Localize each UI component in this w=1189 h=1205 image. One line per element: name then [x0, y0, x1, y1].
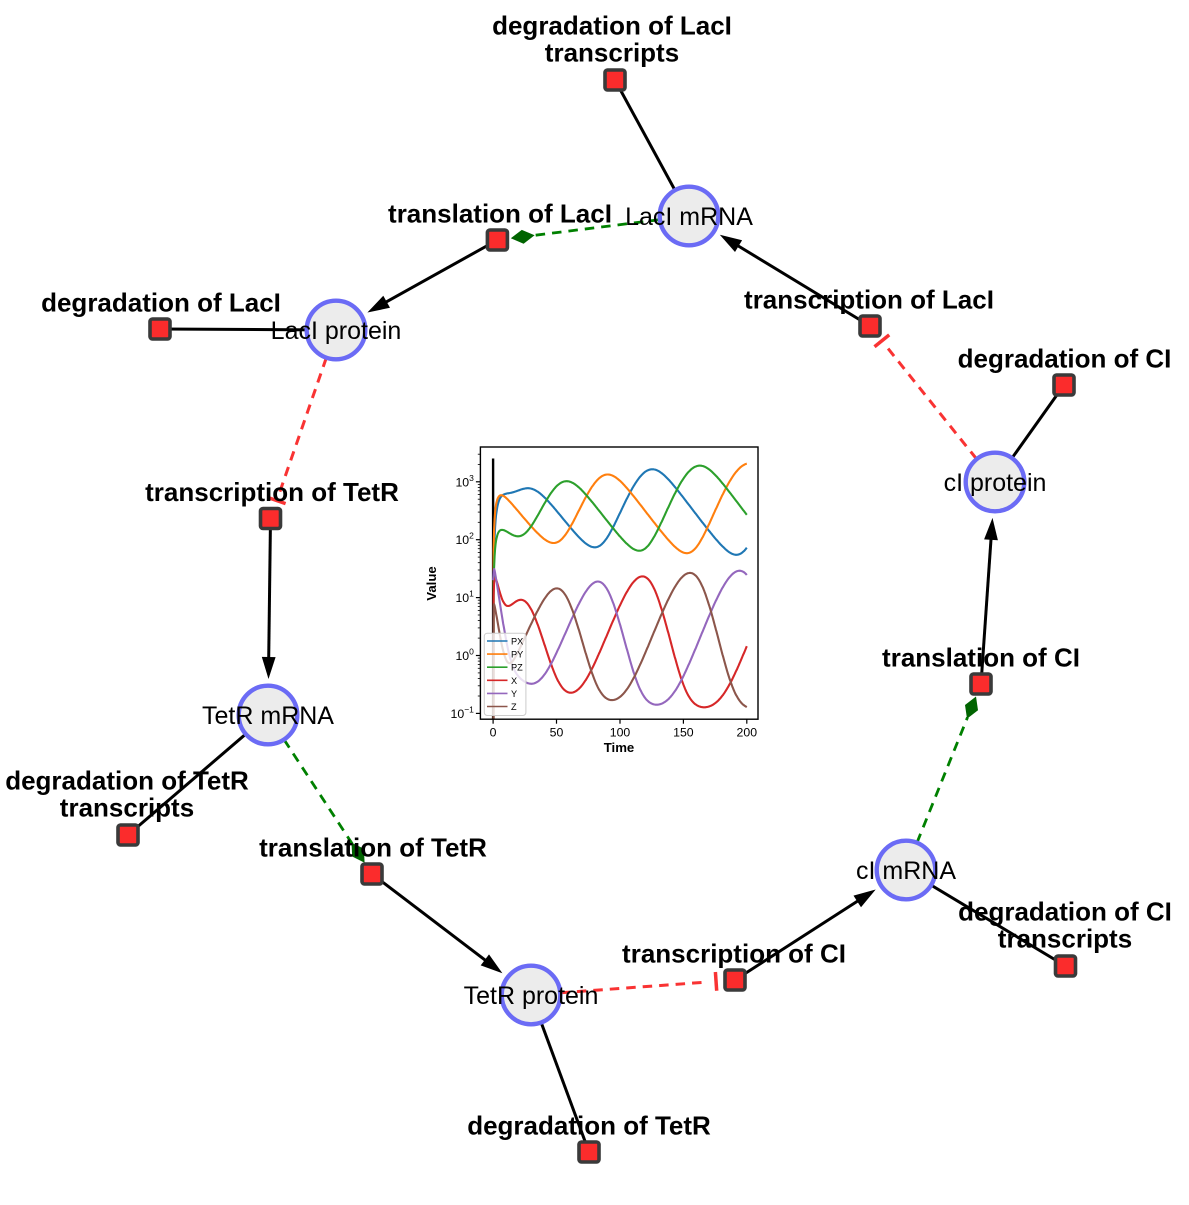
svg-text:transcription of TetR: transcription of TetR	[145, 477, 399, 507]
svg-text:transcripts: transcripts	[545, 38, 679, 68]
svg-text:degradation of TetR: degradation of TetR	[5, 766, 249, 796]
svg-text:X: X	[511, 676, 517, 686]
svg-text:TetR protein: TetR protein	[464, 982, 599, 1010]
svg-text:0: 0	[490, 726, 497, 740]
svg-text:degradation of CI: degradation of CI	[958, 897, 1172, 927]
svg-text:degradation of TetR: degradation of TetR	[467, 1111, 711, 1141]
svg-text:degradation of CI: degradation of CI	[958, 344, 1172, 374]
svg-text:transcription of LacI: transcription of LacI	[744, 285, 994, 315]
svg-text:50: 50	[550, 726, 564, 740]
svg-text:101: 101	[455, 589, 474, 606]
svg-text:100: 100	[610, 726, 631, 740]
svg-text:TetR mRNA: TetR mRNA	[202, 702, 334, 730]
svg-text:translation of TetR: translation of TetR	[259, 833, 487, 863]
svg-text:translation of LacI: translation of LacI	[388, 199, 612, 229]
svg-text:100: 100	[455, 647, 474, 664]
svg-text:cI mRNA: cI mRNA	[856, 857, 956, 885]
svg-text:translation of CI: translation of CI	[882, 643, 1080, 673]
svg-text:PX: PX	[511, 637, 523, 647]
svg-text:10−1: 10−1	[451, 704, 475, 721]
svg-text:102: 102	[455, 531, 474, 548]
svg-text:Time: Time	[604, 740, 635, 755]
svg-text:Value: Value	[424, 566, 439, 600]
svg-text:Y: Y	[511, 689, 517, 699]
svg-text:PZ: PZ	[511, 663, 523, 673]
svg-text:transcripts: transcripts	[998, 924, 1132, 954]
svg-text:LacI protein: LacI protein	[271, 317, 402, 345]
svg-text:transcription of CI: transcription of CI	[622, 939, 846, 969]
svg-text:PY: PY	[511, 650, 523, 660]
svg-text:200: 200	[737, 726, 758, 740]
svg-text:LacI mRNA: LacI mRNA	[625, 203, 753, 231]
svg-text:Z: Z	[511, 702, 517, 712]
svg-text:degradation of LacI: degradation of LacI	[41, 288, 281, 318]
svg-text:150: 150	[673, 726, 694, 740]
svg-text:103: 103	[455, 473, 474, 490]
svg-text:cI protein: cI protein	[944, 469, 1047, 497]
svg-text:transcripts: transcripts	[60, 793, 194, 823]
svg-text:degradation of LacI: degradation of LacI	[492, 11, 732, 41]
